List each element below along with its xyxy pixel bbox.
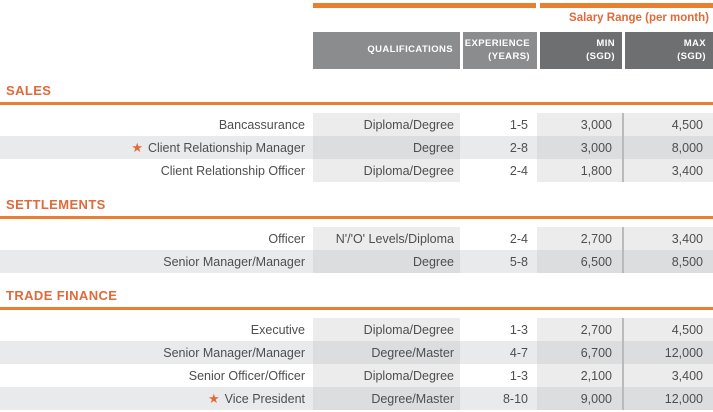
table-row: Senior Officer/Officer Diploma/Degree 1-… — [0, 364, 713, 387]
role-cell: Officer — [0, 227, 313, 250]
role-cell: Bancassurance — [0, 113, 313, 136]
section-title: SETTLEMENTS — [6, 197, 106, 212]
section-rows: Officer N'/'O' Levels/Diploma 2-4 2,700 … — [0, 227, 713, 273]
header-experience: EXPERIENCE (YEARS) — [463, 32, 537, 69]
role-cell: Senior Manager/Manager — [0, 341, 313, 364]
max-salary-cell: 12,000 — [622, 387, 713, 410]
table-row: Bancassurance Diploma/Degree 1-5 3,000 4… — [0, 113, 713, 136]
role-label: Officer — [268, 231, 305, 246]
salary-range-group-label: Salary Range (per month) — [569, 12, 709, 24]
table-row: Executive Diploma/Degree 1-3 2,700 4,500 — [0, 318, 713, 341]
section: SALES Bancassurance Diploma/Degree 1-5 3… — [0, 84, 713, 182]
section-rule — [0, 102, 713, 105]
qualification-cell: Degree — [313, 250, 460, 273]
section: SETTLEMENTS Officer N'/'O' Levels/Diplom… — [0, 198, 713, 273]
max-salary-cell: 4,500 — [622, 113, 713, 136]
role-label: Client Relationship Manager — [147, 140, 305, 155]
qualification-cell: Diploma/Degree — [313, 159, 460, 182]
header-max-line2: (SGD) — [677, 50, 706, 62]
role-label: Client Relationship Officer — [160, 163, 305, 178]
role-label: Bancassurance — [218, 117, 305, 132]
max-salary-cell: 8,500 — [622, 250, 713, 273]
sections: SALES Bancassurance Diploma/Degree 1-5 3… — [0, 84, 713, 412]
table-row: Senior Manager/Manager Degree/Master 4-7… — [0, 341, 713, 364]
role-label: Senior Manager/Manager — [163, 254, 305, 269]
qualification-cell: Degree/Master — [313, 387, 460, 410]
header-max-line1: MAX — [683, 38, 706, 50]
min-salary-cell: 3,000 — [537, 113, 622, 136]
header-min-sgd: MIN (SGD) — [540, 32, 622, 69]
min-salary-cell: 6,500 — [537, 250, 622, 273]
min-salary-cell: 2,700 — [537, 227, 622, 250]
experience-cell: 1-3 — [509, 322, 528, 337]
max-salary-cell: 3,400 — [622, 159, 713, 182]
min-salary-cell: 3,000 — [537, 136, 622, 159]
section-rule — [0, 307, 713, 310]
qualification-cell: Diploma/Degree — [313, 113, 460, 136]
role-label: Executive — [250, 322, 305, 337]
qualification-cell: Diploma/Degree — [313, 364, 460, 387]
experience-cell: 4-7 — [509, 345, 528, 360]
section-rows: Executive Diploma/Degree 1-3 2,700 4,500… — [0, 318, 713, 410]
table-row: ★ Vice President Degree/Master 8-10 9,00… — [0, 387, 713, 410]
role-cell: Senior Officer/Officer — [0, 364, 313, 387]
table-row: Senior Manager/Manager Degree 5-8 6,500 … — [0, 250, 713, 273]
role-cell: Senior Manager/Manager — [0, 250, 313, 273]
top-orange-bar-right — [540, 3, 713, 8]
experience-cell: 2-4 — [509, 163, 528, 178]
role-cell: Executive — [0, 318, 313, 341]
role-cell: Client Relationship Officer — [0, 159, 313, 182]
min-salary-cell: 1,800 — [537, 159, 622, 182]
max-salary-cell: 3,400 — [622, 364, 713, 387]
max-salary-cell: 4,500 — [622, 318, 713, 341]
section-title: TRADE FINANCE — [6, 288, 118, 303]
min-salary-cell: 2,700 — [537, 318, 622, 341]
qualification-cell: N'/'O' Levels/Diploma — [313, 227, 460, 250]
min-salary-cell: 2,100 — [537, 364, 622, 387]
header-max-sgd: MAX (SGD) — [625, 32, 713, 69]
role-label: Senior Officer/Officer — [188, 368, 305, 383]
max-salary-cell: 8,000 — [622, 136, 713, 159]
table-row: ★ Client Relationship Manager Degree 2-8… — [0, 136, 713, 159]
top-orange-bar-left — [313, 3, 536, 8]
role-label: Senior Manager/Manager — [163, 345, 305, 360]
header-experience-line1: EXPERIENCE — [464, 38, 530, 50]
qualification-cell: Degree — [313, 136, 460, 159]
qualification-cell: Degree/Master — [313, 341, 460, 364]
section-title: SALES — [6, 83, 52, 98]
role-label: Vice President — [224, 391, 305, 406]
section: TRADE FINANCE Executive Diploma/Degree 1… — [0, 289, 713, 410]
min-salary-cell: 6,700 — [537, 341, 622, 364]
experience-cell: 5-8 — [509, 254, 528, 269]
section-rule — [0, 216, 713, 219]
header-experience-line2: (YEARS) — [488, 50, 530, 62]
experience-cell: 1-3 — [509, 368, 528, 383]
min-salary-cell: 9,000 — [537, 387, 622, 410]
header-min-line2: (SGD) — [586, 50, 615, 62]
experience-cell: 2-8 — [509, 140, 528, 155]
section-rows: Bancassurance Diploma/Degree 1-5 3,000 4… — [0, 113, 713, 182]
role-cell: ★ Client Relationship Manager — [0, 136, 313, 159]
star-icon: ★ — [131, 140, 143, 155]
experience-cell: 1-5 — [509, 117, 528, 132]
experience-cell: 2-4 — [509, 231, 528, 246]
qualification-cell: Diploma/Degree — [313, 318, 460, 341]
experience-cell: 8-10 — [502, 391, 528, 406]
table-row: Client Relationship Officer Diploma/Degr… — [0, 159, 713, 182]
max-salary-cell: 12,000 — [622, 341, 713, 364]
header-qualifications-label: QUALIFICATIONS — [367, 44, 453, 56]
table-row: Officer N'/'O' Levels/Diploma 2-4 2,700 … — [0, 227, 713, 250]
star-icon: ★ — [207, 391, 220, 406]
role-cell: ★ Vice President — [0, 387, 313, 410]
header-qualifications: QUALIFICATIONS — [313, 32, 460, 69]
header-min-line1: MIN — [596, 38, 615, 50]
max-salary-cell: 3,400 — [622, 227, 713, 250]
